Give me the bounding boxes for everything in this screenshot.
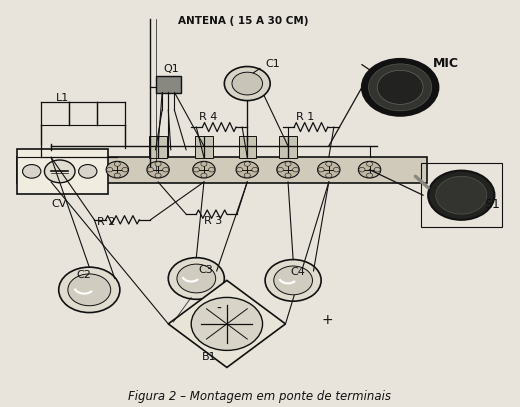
Circle shape xyxy=(155,173,161,177)
Circle shape xyxy=(168,258,224,299)
Circle shape xyxy=(193,161,215,178)
Circle shape xyxy=(369,64,432,111)
Circle shape xyxy=(277,167,283,172)
Circle shape xyxy=(44,160,75,183)
Circle shape xyxy=(359,167,365,172)
Circle shape xyxy=(374,167,380,172)
Circle shape xyxy=(436,176,487,214)
Circle shape xyxy=(232,72,263,95)
Circle shape xyxy=(318,167,324,172)
Circle shape xyxy=(265,260,321,301)
Circle shape xyxy=(326,173,332,177)
Circle shape xyxy=(244,173,250,177)
Circle shape xyxy=(362,59,438,116)
Text: Figura 2 – Montagem em ponte de terminais: Figura 2 – Montagem em ponte de terminai… xyxy=(128,390,392,403)
Circle shape xyxy=(428,171,495,220)
Text: R 2: R 2 xyxy=(97,217,115,228)
Circle shape xyxy=(252,167,258,172)
Text: S1: S1 xyxy=(484,199,500,212)
FancyBboxPatch shape xyxy=(279,136,297,158)
Circle shape xyxy=(68,274,111,306)
Circle shape xyxy=(367,162,373,166)
Circle shape xyxy=(59,267,120,313)
Text: -: - xyxy=(217,302,222,315)
Circle shape xyxy=(201,173,207,177)
Circle shape xyxy=(274,266,313,295)
Text: R 4: R 4 xyxy=(199,112,217,122)
Text: C3: C3 xyxy=(199,265,214,275)
FancyBboxPatch shape xyxy=(17,149,108,194)
Text: ANTENA ( 15 A 30 CM): ANTENA ( 15 A 30 CM) xyxy=(178,16,309,26)
Circle shape xyxy=(209,167,215,172)
Circle shape xyxy=(201,162,207,166)
Circle shape xyxy=(122,167,128,172)
Circle shape xyxy=(285,173,291,177)
Circle shape xyxy=(237,167,243,172)
Text: B1: B1 xyxy=(201,352,216,362)
Circle shape xyxy=(224,66,270,101)
Circle shape xyxy=(177,264,216,293)
Circle shape xyxy=(107,167,113,172)
Circle shape xyxy=(333,167,340,172)
Circle shape xyxy=(318,161,340,178)
Text: CV: CV xyxy=(51,199,67,208)
Circle shape xyxy=(22,164,41,178)
Circle shape xyxy=(114,173,120,177)
Circle shape xyxy=(285,162,291,166)
Text: C1: C1 xyxy=(265,59,280,68)
Circle shape xyxy=(358,161,381,178)
Circle shape xyxy=(163,167,169,172)
FancyBboxPatch shape xyxy=(149,136,167,158)
Circle shape xyxy=(277,161,299,178)
Circle shape xyxy=(155,162,161,166)
Polygon shape xyxy=(168,280,285,368)
Text: C4: C4 xyxy=(291,267,305,277)
Circle shape xyxy=(106,161,128,178)
Circle shape xyxy=(244,162,250,166)
Text: C2: C2 xyxy=(76,271,92,280)
Text: MIC: MIC xyxy=(433,57,459,70)
Circle shape xyxy=(293,167,298,172)
Circle shape xyxy=(236,161,258,178)
FancyBboxPatch shape xyxy=(17,157,426,183)
Text: R 3: R 3 xyxy=(204,216,222,225)
Text: +: + xyxy=(321,313,333,327)
Circle shape xyxy=(147,167,153,172)
Circle shape xyxy=(79,164,97,178)
Circle shape xyxy=(367,173,373,177)
Circle shape xyxy=(147,161,170,178)
Text: R 1: R 1 xyxy=(296,112,314,122)
Circle shape xyxy=(191,298,263,350)
Circle shape xyxy=(377,70,423,104)
Circle shape xyxy=(326,162,332,166)
Text: Q1: Q1 xyxy=(163,64,179,74)
Circle shape xyxy=(114,162,120,166)
Text: L1: L1 xyxy=(56,92,69,103)
FancyBboxPatch shape xyxy=(196,136,213,158)
FancyBboxPatch shape xyxy=(239,136,256,158)
Circle shape xyxy=(193,167,199,172)
FancyBboxPatch shape xyxy=(155,76,181,93)
